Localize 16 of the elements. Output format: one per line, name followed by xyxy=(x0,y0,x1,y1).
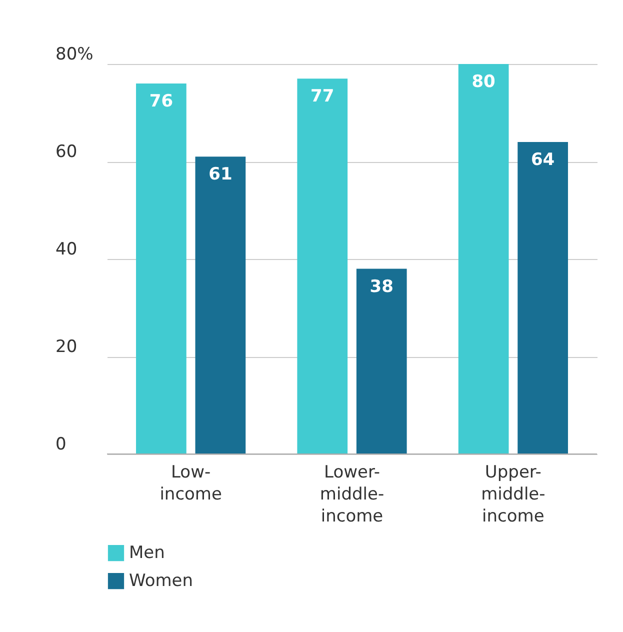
y-tick-label: 0 xyxy=(56,434,66,454)
y-tick-label: 20 xyxy=(56,337,78,357)
y-tick-label: 80% xyxy=(56,44,94,64)
data-label: 61 xyxy=(208,164,232,185)
data-label: 64 xyxy=(530,150,555,170)
legend-label: Women xyxy=(129,571,194,591)
y-tick-label: 60 xyxy=(56,142,78,162)
data-label: 80 xyxy=(472,72,496,92)
x-tick-label: Lower-middle-income xyxy=(320,462,384,526)
data-label: 76 xyxy=(149,92,174,112)
y-tick-label: 40 xyxy=(56,240,78,260)
data-label: 38 xyxy=(370,276,394,297)
data-label: 77 xyxy=(310,86,334,107)
x-tick-label: Low-income xyxy=(160,462,222,504)
legend-label: Men xyxy=(129,543,165,563)
x-tick-label: Upper-middle-income xyxy=(481,462,546,526)
